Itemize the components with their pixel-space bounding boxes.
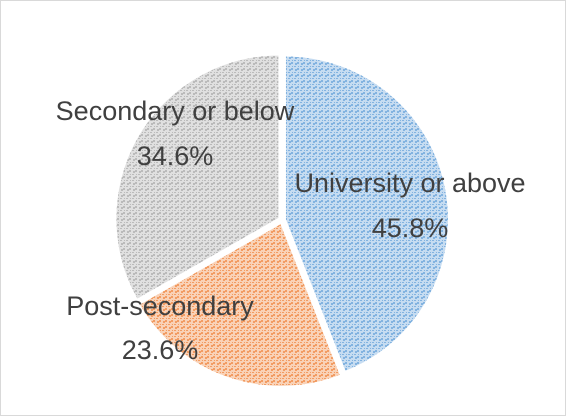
slice-value-label: 23.6%: [122, 335, 199, 365]
pie-slice: [114, 53, 281, 302]
slice-label: Post-secondary: [66, 291, 254, 321]
pie-slice: [283, 54, 450, 374]
slice-label: University or above: [294, 168, 525, 198]
slice-value-label: 34.6%: [137, 141, 214, 171]
slice-label: Secondary or below: [56, 96, 295, 126]
pie-slice: [137, 221, 343, 388]
slice-value-label: 45.8%: [372, 213, 449, 243]
